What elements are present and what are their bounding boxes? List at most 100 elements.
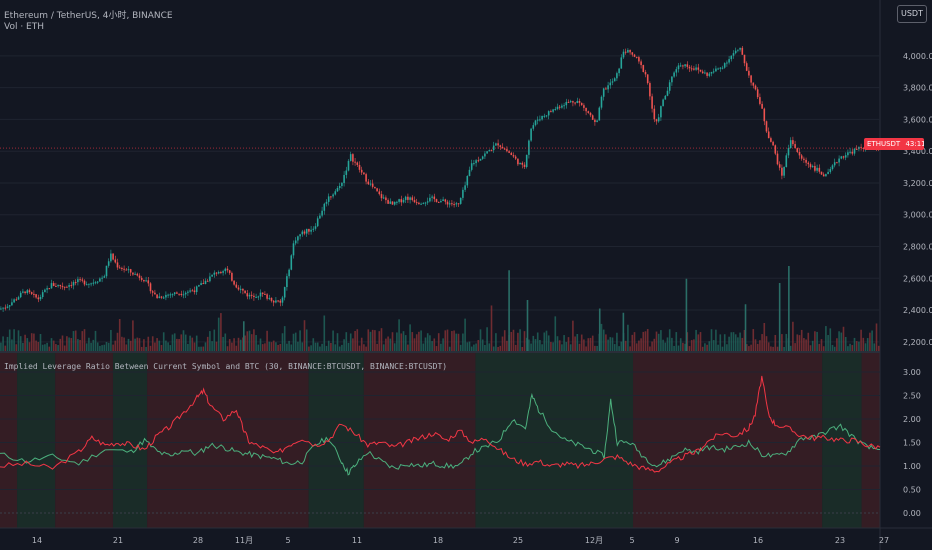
volume-bar xyxy=(853,337,856,351)
volume-bar xyxy=(356,329,359,351)
candle-body xyxy=(737,49,739,51)
candle-body xyxy=(838,158,840,163)
volume-bar xyxy=(574,336,576,351)
candle-body xyxy=(429,197,431,202)
volume-bar xyxy=(627,324,629,351)
volume-bar xyxy=(191,337,194,351)
candle-body xyxy=(477,160,480,162)
candle-body xyxy=(22,291,24,293)
candle-body xyxy=(635,56,638,58)
candle-body xyxy=(129,269,132,273)
candle-body xyxy=(462,189,464,198)
candle-body xyxy=(407,196,409,200)
candle-body xyxy=(297,236,299,241)
volume-bar xyxy=(547,335,550,351)
volume-bar xyxy=(706,344,708,351)
volume-bar xyxy=(145,346,147,351)
candle-body xyxy=(63,286,66,288)
candle-body xyxy=(374,186,376,189)
candle-body xyxy=(730,55,733,60)
candle-body xyxy=(70,285,73,287)
candle-body xyxy=(28,290,31,293)
candle-body xyxy=(495,143,497,146)
volume-bar xyxy=(431,341,433,351)
volume-bar xyxy=(642,331,645,351)
candle-body xyxy=(136,273,139,276)
candle-body xyxy=(154,292,156,295)
volume-bar xyxy=(673,345,675,351)
candle-body xyxy=(35,294,37,298)
candle-body xyxy=(169,294,172,296)
volume-bar xyxy=(609,337,612,351)
volume-bar xyxy=(63,345,66,351)
candle-body xyxy=(156,294,158,298)
candle-body xyxy=(684,64,686,67)
candle-body xyxy=(248,294,251,297)
candle-body xyxy=(536,119,539,121)
volume-bar xyxy=(512,329,515,351)
volume-bar xyxy=(50,338,53,351)
candle-body xyxy=(693,68,695,70)
candle-body xyxy=(409,197,411,200)
volume-bar xyxy=(200,346,202,351)
candle-body xyxy=(750,75,752,83)
volume-bar xyxy=(708,341,711,351)
candle-body xyxy=(565,101,568,106)
candle-body xyxy=(193,290,196,293)
candle-body xyxy=(294,240,297,244)
volume-bar xyxy=(77,339,79,351)
candle-body xyxy=(349,154,352,161)
volume-bar xyxy=(576,333,579,351)
volume-bar xyxy=(143,339,145,351)
candle-body xyxy=(330,196,332,198)
candle-body xyxy=(653,108,656,120)
candle-body xyxy=(336,188,339,192)
volume-bar xyxy=(534,339,537,351)
volume-bar xyxy=(167,342,169,351)
currency-button[interactable]: USDT xyxy=(897,5,927,23)
price-tick-label: 2,600.00 xyxy=(903,274,932,283)
candle-body xyxy=(283,287,286,298)
candle-body xyxy=(292,243,295,256)
candle-body xyxy=(195,286,198,293)
volume-bar xyxy=(374,330,376,351)
volume-bar xyxy=(376,343,378,351)
volume-bar xyxy=(704,343,706,351)
candle-body xyxy=(33,293,35,295)
candle-body xyxy=(528,140,530,155)
candle-body xyxy=(525,154,528,167)
volume-bar xyxy=(424,337,427,351)
volume-bar xyxy=(455,333,458,351)
volume-bar xyxy=(710,329,713,351)
candle-body xyxy=(338,186,341,189)
candle-body xyxy=(356,162,359,165)
candle-body xyxy=(209,276,211,282)
candle-body xyxy=(655,119,658,122)
candle-body xyxy=(184,292,187,295)
volume-bar xyxy=(15,344,18,351)
candle-body xyxy=(831,165,834,170)
volume-spike xyxy=(744,304,747,351)
volume-bar xyxy=(112,344,114,351)
price-tick-label: 3,800.00 xyxy=(903,84,932,93)
volume-bar xyxy=(213,329,216,351)
candle-body xyxy=(741,47,744,55)
volume-bar xyxy=(497,346,499,351)
candle-body xyxy=(96,281,99,283)
volume-bar xyxy=(209,331,211,351)
volume-bar xyxy=(396,332,398,351)
candle-body xyxy=(149,283,152,292)
candle-body xyxy=(312,228,315,230)
candle-body xyxy=(171,294,174,296)
volume-bar xyxy=(101,345,103,351)
candle-body xyxy=(382,197,385,199)
volume-bar xyxy=(154,342,156,351)
candle-body xyxy=(385,197,387,201)
volume-bar xyxy=(83,329,86,351)
volume-bar xyxy=(475,343,477,351)
candle-body xyxy=(191,290,194,292)
volume-bar xyxy=(499,345,502,351)
volume-bar xyxy=(563,335,565,351)
